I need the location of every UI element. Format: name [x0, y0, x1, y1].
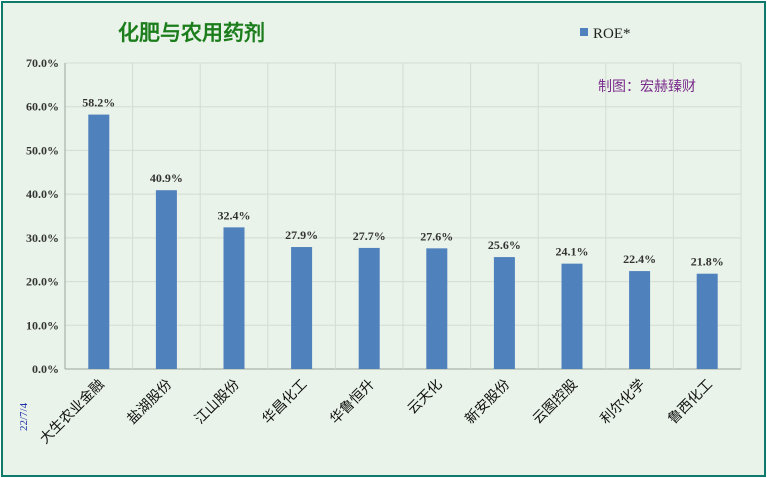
y-tick-label: 30.0%: [26, 231, 59, 245]
chart-svg: 化肥与农用药剂 ROE* 制图：宏赫臻财 22/7/4 0.0% 10.0% 20.…: [18, 21, 742, 448]
bar: [493, 257, 515, 369]
bar: [696, 273, 718, 369]
data-label: 27.9%: [285, 228, 318, 242]
x-tick-label: 盐湖股份: [124, 377, 175, 428]
bar: [291, 247, 313, 369]
x-tick-label: 云天化: [405, 377, 446, 418]
legend-label: ROE*: [593, 26, 631, 42]
y-tick-label: 70.0%: [26, 56, 59, 70]
data-label: 32.4%: [218, 208, 251, 222]
legend-swatch: [580, 28, 588, 36]
y-tick-label: 0.0%: [32, 362, 59, 376]
x-tick-label: 大生农业金融: [37, 377, 108, 448]
date-label: 22/7/4: [18, 402, 30, 431]
chart-annotation: 制图：宏赫臻财: [598, 79, 696, 95]
gridlines: [64, 62, 742, 370]
chart-title: 化肥与农用药剂: [118, 21, 265, 45]
x-tick-label: 江山股份: [192, 377, 243, 428]
bar: [358, 247, 380, 369]
data-label: 25.6%: [488, 238, 521, 252]
data-label: 21.8%: [691, 255, 724, 269]
y-tick-label: 40.0%: [26, 187, 59, 201]
data-label: 27.6%: [420, 229, 453, 243]
bars: 58.2% 40.9% 32.4% 27.9% 27.7% 27.6% 25.6% 24.1%…: [82, 96, 724, 369]
bar: [88, 114, 110, 369]
bar: [223, 227, 245, 369]
x-tick-label: 云图控股: [530, 377, 581, 428]
x-tick-label: 华昌化工: [260, 377, 311, 428]
y-tick-label: 50.0%: [26, 143, 59, 157]
y-axis: 0.0% 10.0% 20.0% 30.0% 40.0% 50.0% 60.0% 70.0%: [26, 56, 66, 376]
data-label: 58.2%: [82, 96, 115, 110]
x-tick-label: 新安股份: [462, 377, 513, 428]
data-label: 22.4%: [623, 252, 656, 266]
bar: [426, 248, 448, 369]
data-label: 40.9%: [150, 171, 183, 185]
x-tick-label: 利尔化学: [598, 377, 649, 428]
data-label: 27.7%: [353, 229, 386, 243]
x-tick-label: 华鲁恒升: [327, 377, 378, 428]
bar: [561, 263, 583, 369]
bar: [155, 190, 177, 369]
y-tick-label: 10.0%: [26, 318, 59, 332]
y-tick-label: 20.0%: [26, 275, 59, 289]
x-tick-label: 鲁西化工: [665, 377, 716, 428]
x-axis: 大生农业金融 盐湖股份 江山股份 华昌化工 华鲁恒升 云天化 新安股份 云图控股 利尔化学 鲁西化…: [37, 377, 716, 448]
data-label: 24.1%: [556, 245, 589, 259]
y-tick-label: 60.0%: [26, 100, 59, 114]
bar: [629, 271, 651, 369]
